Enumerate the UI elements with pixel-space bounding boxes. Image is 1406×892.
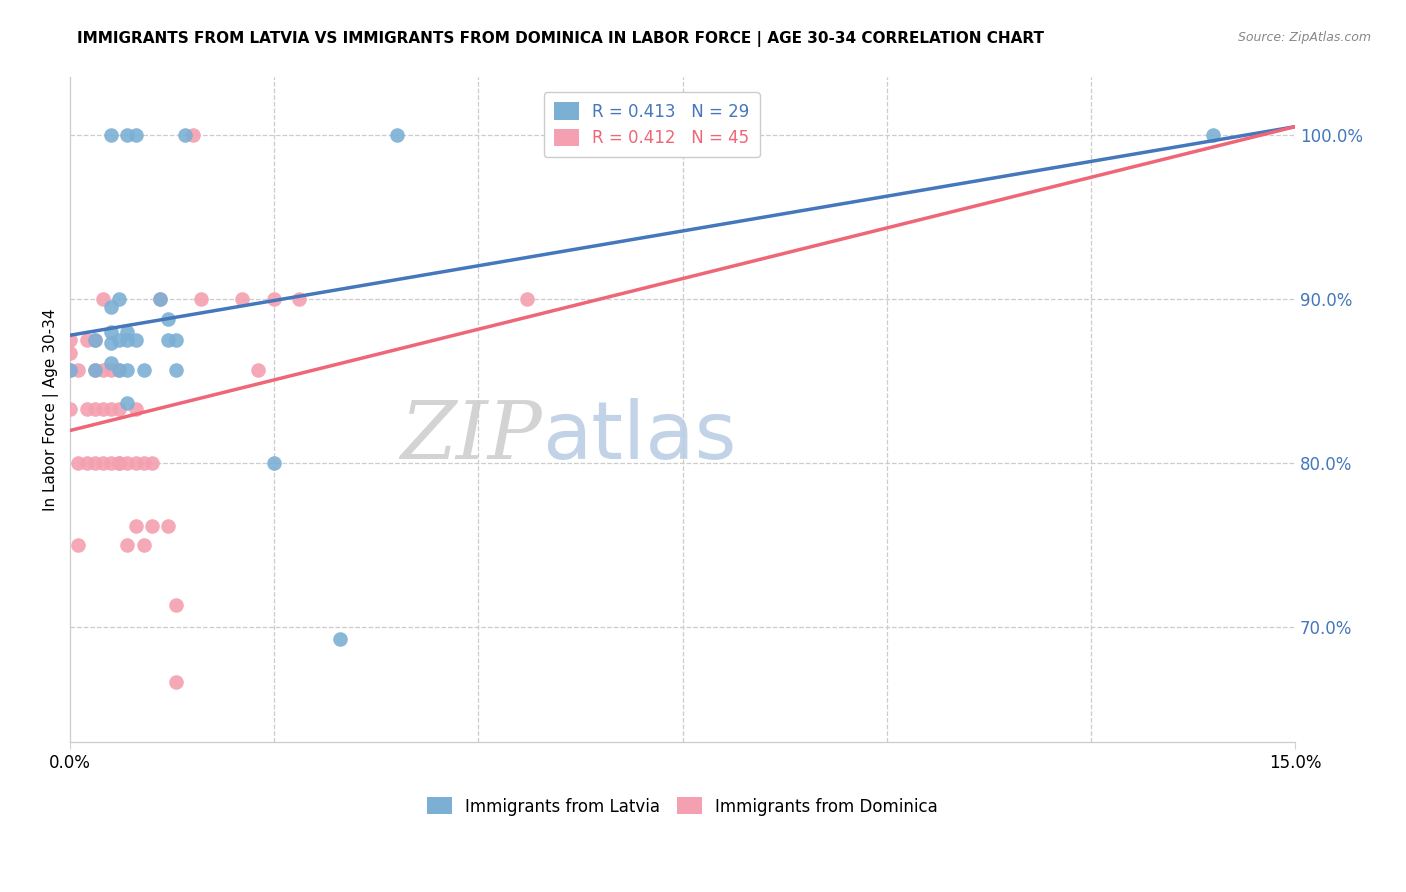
Legend: Immigrants from Latvia, Immigrants from Dominica: Immigrants from Latvia, Immigrants from … — [420, 790, 945, 822]
Point — [67, 362, 90, 376]
Point — [117, 395, 139, 409]
Point — [117, 538, 139, 552]
Point — [165, 598, 187, 612]
Point — [76, 402, 98, 417]
Point — [1202, 128, 1225, 142]
Point — [173, 128, 195, 142]
Point — [117, 128, 139, 142]
Point — [117, 456, 139, 470]
Point — [516, 292, 538, 306]
Point — [91, 402, 114, 417]
Point — [100, 301, 122, 315]
Point — [76, 456, 98, 470]
Point — [149, 292, 172, 306]
Point — [124, 333, 146, 347]
Point — [124, 402, 146, 417]
Point — [91, 456, 114, 470]
Point — [263, 292, 285, 306]
Point — [91, 362, 114, 376]
Point — [91, 292, 114, 306]
Y-axis label: In Labor Force | Age 30-34: In Labor Force | Age 30-34 — [44, 309, 59, 511]
Point — [165, 362, 187, 376]
Point — [132, 362, 155, 376]
Point — [263, 456, 285, 470]
Point — [83, 333, 105, 347]
Point — [117, 362, 139, 376]
Text: ZIP: ZIP — [401, 398, 541, 475]
Point — [165, 674, 187, 689]
Point — [108, 292, 131, 306]
Point — [100, 402, 122, 417]
Point — [124, 456, 146, 470]
Point — [157, 333, 180, 347]
Point — [157, 518, 180, 533]
Point — [132, 538, 155, 552]
Point — [100, 456, 122, 470]
Point — [132, 456, 155, 470]
Point — [329, 632, 352, 646]
Point — [83, 333, 105, 347]
Text: IMMIGRANTS FROM LATVIA VS IMMIGRANTS FROM DOMINICA IN LABOR FORCE | AGE 30-34 CO: IMMIGRANTS FROM LATVIA VS IMMIGRANTS FRO… — [77, 31, 1045, 47]
Point — [108, 456, 131, 470]
Point — [100, 356, 122, 370]
Point — [83, 362, 105, 376]
Point — [165, 333, 187, 347]
Point — [59, 346, 82, 360]
Point — [83, 362, 105, 376]
Point — [108, 402, 131, 417]
Point — [59, 333, 82, 347]
Point — [59, 362, 82, 376]
Point — [67, 538, 90, 552]
Point — [108, 362, 131, 376]
Point — [108, 333, 131, 347]
Point — [117, 325, 139, 339]
Point — [141, 456, 163, 470]
Point — [124, 518, 146, 533]
Point — [100, 362, 122, 376]
Point — [100, 336, 122, 351]
Point — [385, 128, 408, 142]
Text: Source: ZipAtlas.com: Source: ZipAtlas.com — [1237, 31, 1371, 45]
Point — [83, 456, 105, 470]
Point — [141, 518, 163, 533]
Point — [108, 456, 131, 470]
Point — [149, 292, 172, 306]
Point — [117, 333, 139, 347]
Point — [100, 128, 122, 142]
Point — [124, 128, 146, 142]
Point — [83, 402, 105, 417]
Point — [59, 362, 82, 376]
Text: atlas: atlas — [541, 398, 737, 475]
Point — [108, 362, 131, 376]
Point — [76, 333, 98, 347]
Point — [190, 292, 212, 306]
Point — [59, 402, 82, 417]
Point — [288, 292, 311, 306]
Point — [67, 456, 90, 470]
Point — [157, 311, 180, 326]
Point — [181, 128, 204, 142]
Point — [231, 292, 253, 306]
Point — [100, 325, 122, 339]
Point — [247, 362, 270, 376]
